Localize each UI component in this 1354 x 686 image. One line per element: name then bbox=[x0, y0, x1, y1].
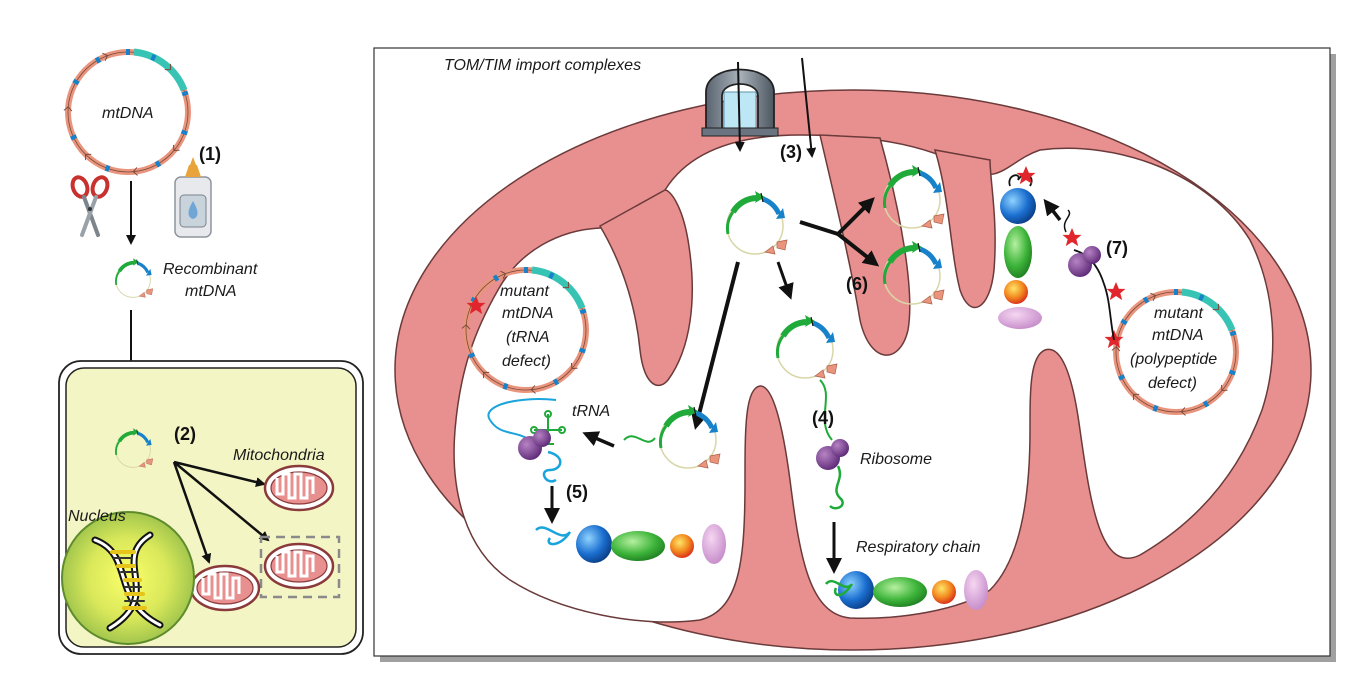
step-3-label: (3) bbox=[780, 142, 802, 162]
dna-helix-icon bbox=[91, 531, 164, 632]
mutant-trna-line-2: mtDNA bbox=[502, 305, 554, 322]
mutant-poly-line-3: (polypeptide bbox=[1130, 351, 1217, 368]
nucleus-label: Nucleus bbox=[68, 508, 126, 525]
step-1-label: (1) bbox=[199, 144, 221, 164]
import-complex-label: TOM/TIM import complexes bbox=[444, 57, 641, 74]
step-2-label: (2) bbox=[174, 424, 196, 444]
mutant-trna-line-3: (tRNA bbox=[506, 329, 550, 346]
recombinant-label-line1: Recombinant bbox=[163, 261, 258, 278]
mitochondrion-bottom bbox=[189, 564, 261, 612]
mutant-trna-line-4: defect) bbox=[502, 353, 551, 370]
ribosome-label: Ribosome bbox=[860, 451, 932, 468]
step-7-label: (7) bbox=[1106, 238, 1128, 258]
mrna-strand bbox=[819, 379, 833, 441]
mutant-poly-line-2: mtDNA bbox=[1152, 327, 1204, 344]
inserted-polypeptide-bottom bbox=[825, 579, 854, 597]
import-arrow-direct bbox=[801, 57, 817, 158]
trna-label: tRNA bbox=[572, 403, 610, 420]
scissors-icon bbox=[70, 175, 110, 237]
crista-left bbox=[598, 189, 693, 387]
import-arrow-through-pore bbox=[734, 61, 745, 152]
arrow-to-mito-boxed bbox=[173, 461, 270, 542]
arrow-to-mito-bottom bbox=[172, 461, 212, 564]
arrow-to-transcription bbox=[776, 261, 794, 300]
mutant-poly-text: mutant mtDNA (polypeptide defect) bbox=[1130, 305, 1217, 392]
inserted-polypeptide-left bbox=[535, 526, 572, 546]
crista-right bbox=[933, 149, 996, 309]
trna-transcript bbox=[623, 435, 656, 443]
respiratory-chain-label: Respiratory chain bbox=[856, 539, 981, 556]
mitochondria-label: Mitochondria bbox=[233, 447, 325, 464]
step-4-label: (4) bbox=[812, 408, 834, 428]
respiratory-chain-vertical bbox=[998, 188, 1042, 329]
mutant-poly-line-4: defect) bbox=[1148, 375, 1197, 392]
mitochondrion-boxed bbox=[263, 542, 335, 590]
arrow-trna-to-ribosome bbox=[582, 431, 615, 448]
arrow-to-replication-bottom bbox=[836, 232, 880, 267]
glue-bottle-icon bbox=[174, 157, 212, 238]
mutant-poly-line-1: mutant bbox=[1154, 305, 1203, 322]
mitochondrion-top bbox=[263, 464, 335, 512]
recombinant-label-line2: mtDNA bbox=[185, 283, 237, 300]
mutant-trna-line-1: mutant bbox=[500, 283, 549, 300]
nascent-polypeptide-cyan bbox=[542, 450, 562, 483]
recombinant-plasmid bbox=[113, 256, 155, 300]
arrow-to-defective-complex bbox=[1043, 198, 1062, 222]
arrow-to-mito-top bbox=[173, 460, 266, 487]
mrna-trna-cyan bbox=[487, 398, 557, 421]
nascent-polypeptide bbox=[829, 465, 844, 510]
step-5-label: (5) bbox=[566, 482, 588, 502]
step-6-label: (6) bbox=[846, 274, 868, 294]
arrow-to-trna-rescue bbox=[691, 261, 740, 430]
mtdna-label: mtDNA bbox=[102, 105, 154, 122]
selected-mitochondrion-box bbox=[259, 535, 341, 599]
mutant-trna-text: mutant mtDNA (tRNA defect) bbox=[500, 283, 554, 370]
